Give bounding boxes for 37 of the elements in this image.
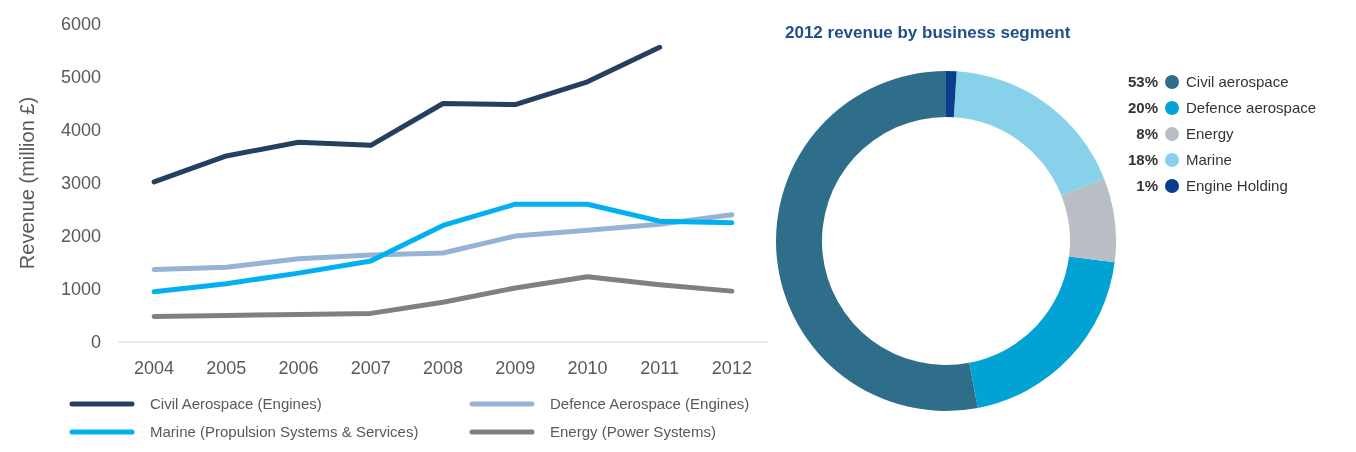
legend-label: Civil Aerospace (Engines) <box>150 395 322 413</box>
donut-slice <box>946 71 957 118</box>
donut-slice <box>969 256 1115 408</box>
legend-label: Civil aerospace <box>1186 73 1289 91</box>
data-label: 1% <box>1136 177 1158 195</box>
y-tick-label: 2000 <box>60 226 101 247</box>
chart-title: 2012 revenue by business segment <box>785 23 1071 42</box>
y-tick-label: 3000 <box>60 173 101 194</box>
x-tick-label: 2008 <box>422 358 464 378</box>
legend-label: Engine Holding <box>1186 177 1288 195</box>
y-tick-label: 0 <box>90 332 101 353</box>
legend-label: Energy (Power Systems) <box>550 423 716 441</box>
x-tick-label: 2011 <box>640 358 680 378</box>
data-label: 20% <box>1127 99 1158 117</box>
x-tick-label: 2009 <box>495 358 536 378</box>
data-label: 53% <box>1127 73 1158 91</box>
legend-label: Marine (Propulsion Systems & Services) <box>150 423 419 441</box>
x-tick-label: 2007 <box>350 358 391 378</box>
x-tick-label: 2012 <box>711 358 752 378</box>
x-tick-label: 2010 <box>567 358 608 378</box>
donut-slice <box>1061 178 1116 263</box>
legend-label: Energy <box>1186 125 1235 143</box>
x-tick-label: 2005 <box>206 358 247 378</box>
y-tick-label: 4000 <box>60 120 101 141</box>
y-tick-label: 6000 <box>60 14 101 35</box>
legend-label: Defence aerospace <box>1186 99 1317 117</box>
x-tick-label: 2004 <box>134 358 175 378</box>
legend-label: Marine <box>1186 151 1232 169</box>
x-tick-label: 2006 <box>278 358 319 378</box>
data-label: 18% <box>1127 151 1158 169</box>
donut-slice <box>953 71 1105 196</box>
donut-slice <box>776 71 978 411</box>
y-tick-label: 1000 <box>60 279 101 300</box>
data-label: 8% <box>1136 125 1158 143</box>
y-tick-label: 5000 <box>60 67 101 88</box>
y-axis-title: Revenue (million £) <box>16 96 38 270</box>
legend-label: Defence Aerospace (Engines) <box>550 395 750 413</box>
